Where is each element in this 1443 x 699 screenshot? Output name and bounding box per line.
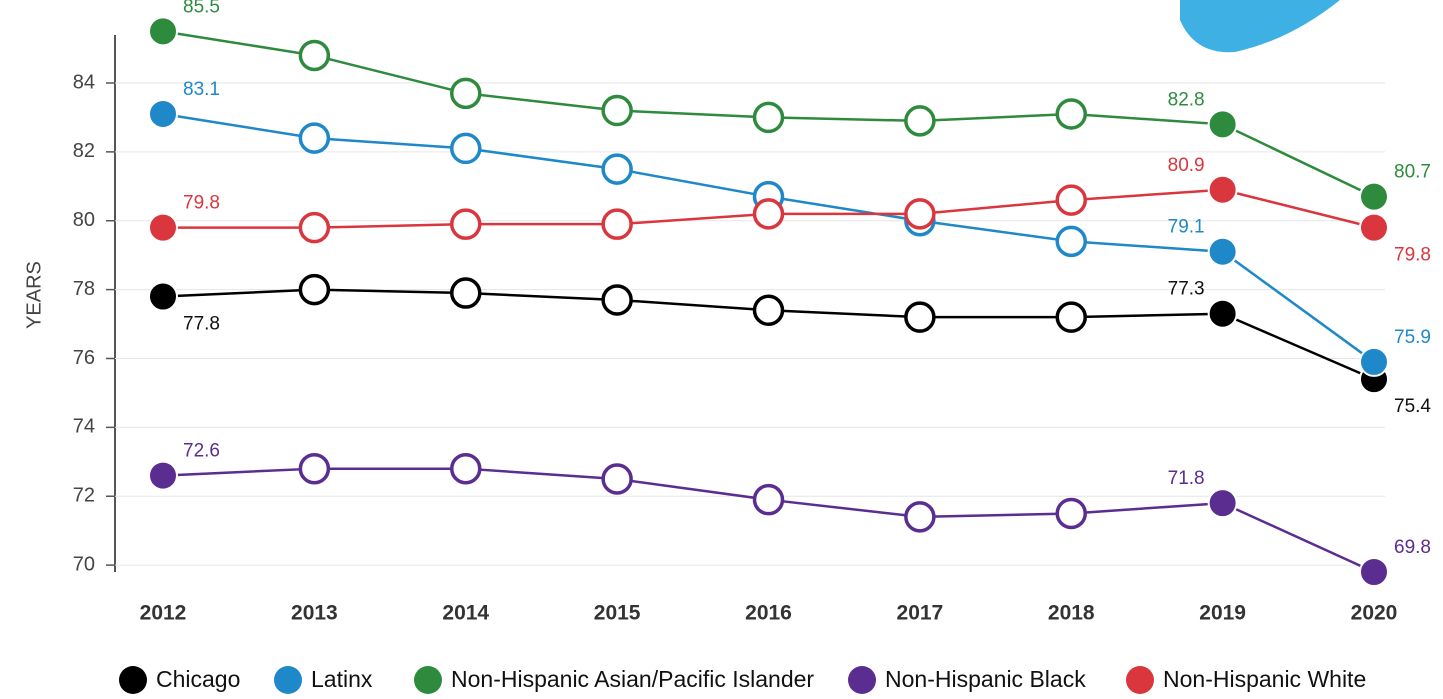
value-label: 80.7 xyxy=(1394,162,1431,183)
decor-shape xyxy=(1180,0,1340,53)
point xyxy=(298,39,331,72)
point xyxy=(298,273,331,306)
value-label: 75.4 xyxy=(1394,396,1431,417)
x-tick-label: 2019 xyxy=(1199,602,1246,625)
point xyxy=(1359,181,1389,212)
point xyxy=(752,198,785,230)
legend-label: Latinx xyxy=(311,666,373,692)
point xyxy=(1207,109,1238,140)
point xyxy=(1055,497,1087,530)
point xyxy=(601,463,633,495)
point xyxy=(904,105,936,137)
legend-swatch xyxy=(119,666,147,694)
point xyxy=(601,94,633,127)
legend-swatch xyxy=(848,666,876,694)
point xyxy=(148,16,178,47)
point xyxy=(148,98,178,129)
point xyxy=(1359,346,1389,377)
point xyxy=(1055,225,1087,258)
point xyxy=(298,122,331,154)
value-label: 75.9 xyxy=(1394,327,1431,348)
value-label: 80.9 xyxy=(1168,155,1205,176)
point xyxy=(1359,212,1389,243)
point xyxy=(1359,557,1389,587)
y-tick-label: 76 xyxy=(73,347,95,369)
x-tick-label: 2015 xyxy=(594,602,641,625)
point xyxy=(1207,488,1238,519)
value-label: 71.8 xyxy=(1168,468,1205,489)
x-tick-label: 2013 xyxy=(291,602,338,625)
point xyxy=(1207,298,1238,329)
value-label: 79.8 xyxy=(1394,245,1431,266)
point xyxy=(298,452,331,485)
point xyxy=(450,277,482,309)
legend-label: Non-Hispanic White xyxy=(1163,666,1366,692)
y-tick-label: 70 xyxy=(73,553,95,575)
point xyxy=(298,211,331,244)
value-label: 77.8 xyxy=(183,314,220,335)
point xyxy=(450,77,482,110)
point xyxy=(1055,301,1087,333)
value-label: 72.6 xyxy=(183,441,220,462)
value-label: 77.3 xyxy=(1168,279,1205,300)
x-tick-label: 2017 xyxy=(897,602,944,625)
x-tick-label: 2016 xyxy=(745,602,792,625)
point xyxy=(752,101,785,134)
value-label: 83.1 xyxy=(183,79,220,100)
y-tick-label: 74 xyxy=(73,416,95,438)
value-label: 69.8 xyxy=(1394,537,1431,558)
x-tick-label: 2020 xyxy=(1351,602,1398,625)
point xyxy=(1055,98,1087,130)
point xyxy=(1055,184,1087,216)
x-tick-label: 2018 xyxy=(1048,602,1095,625)
point xyxy=(450,132,482,165)
value-label: 82.8 xyxy=(1168,89,1205,110)
x-tick-label: 2012 xyxy=(140,602,187,625)
point xyxy=(148,212,178,243)
legend-label: Chicago xyxy=(156,666,240,692)
point xyxy=(601,284,633,316)
point xyxy=(904,301,936,333)
y-axis-label: YEARS xyxy=(23,261,45,329)
legend-swatch xyxy=(274,666,302,694)
value-label: 79.8 xyxy=(183,193,220,214)
x-tick-label: 2014 xyxy=(442,602,489,625)
point xyxy=(904,198,936,230)
point xyxy=(148,460,178,491)
y-tick-label: 72 xyxy=(73,485,95,507)
point xyxy=(752,294,785,327)
point xyxy=(148,281,178,312)
y-tick-label: 84 xyxy=(73,71,95,93)
y-tick-label: 82 xyxy=(73,140,95,162)
point xyxy=(450,452,482,485)
point xyxy=(601,153,633,185)
point xyxy=(1207,236,1238,267)
legend-label: Non-Hispanic Asian/Pacific Islander xyxy=(451,666,814,692)
legend-swatch xyxy=(1126,666,1154,694)
point xyxy=(601,208,633,240)
legend-swatch xyxy=(414,666,442,694)
point xyxy=(1207,174,1238,205)
y-tick-label: 78 xyxy=(73,278,95,300)
point xyxy=(904,501,936,533)
y-tick-label: 80 xyxy=(73,209,95,231)
value-label: 85.5 xyxy=(183,0,220,17)
point xyxy=(752,483,785,516)
point xyxy=(450,208,482,240)
value-label: 79.1 xyxy=(1168,217,1205,238)
legend-label: Non-Hispanic Black xyxy=(885,666,1086,692)
